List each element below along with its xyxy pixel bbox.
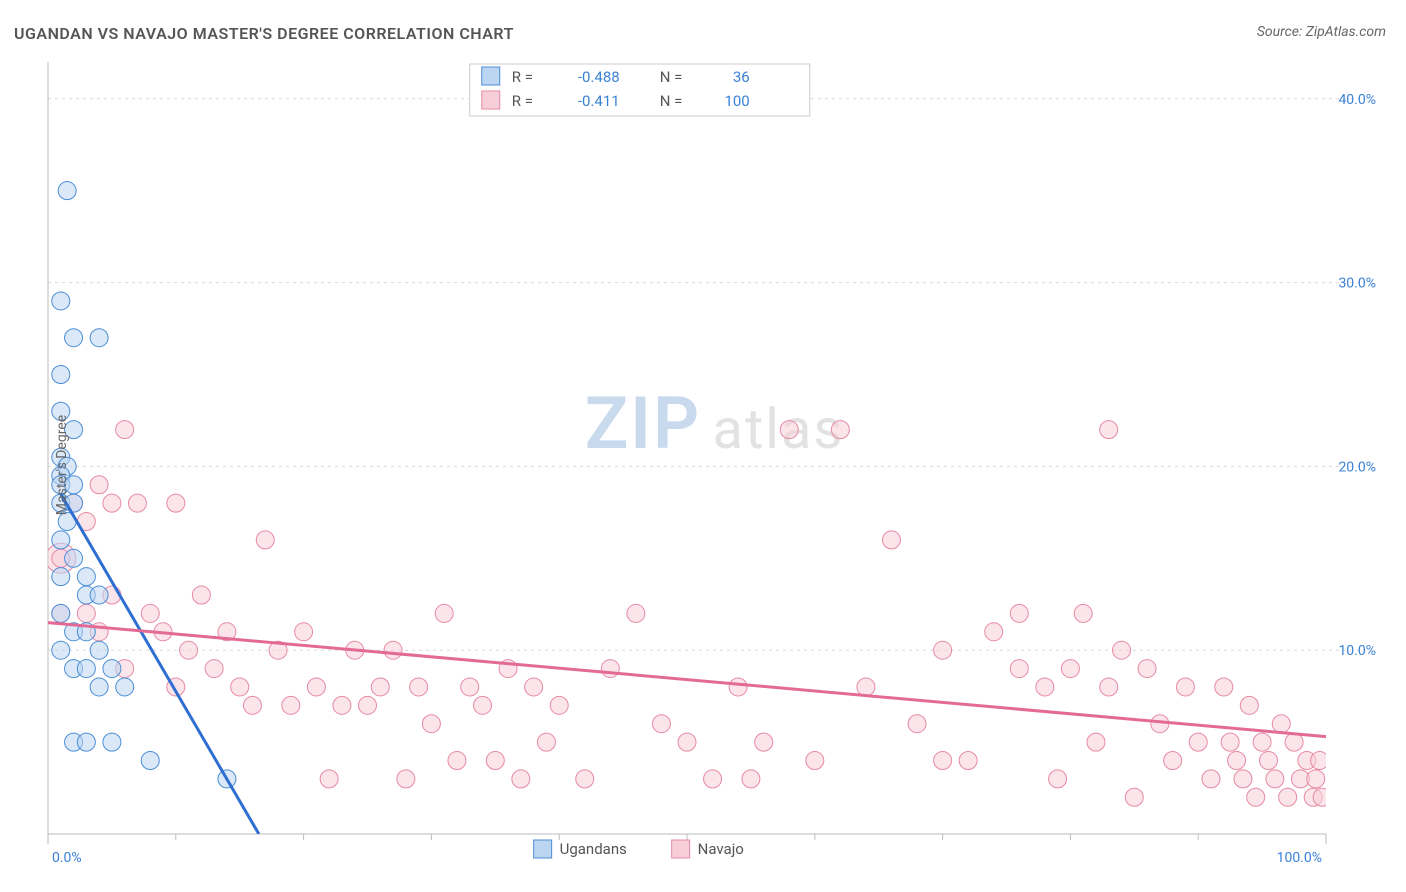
svg-text:R =: R = bbox=[512, 68, 533, 86]
svg-text:0.0%: 0.0% bbox=[52, 850, 82, 866]
svg-text:Ugandans: Ugandans bbox=[560, 840, 627, 858]
svg-text:-0.488: -0.488 bbox=[578, 68, 620, 86]
svg-text:R =: R = bbox=[512, 92, 533, 110]
scatter-chart: ZIPatlas 10.0% 20.0% 30.0% 40.0% 0.0% 100.0% R … bbox=[14, 56, 1386, 874]
chart-area: Master's Degree ZIPatlas 10.0% 20.0% 30.0% 4… bbox=[14, 56, 1386, 874]
svg-text:30.0%: 30.0% bbox=[1338, 276, 1376, 292]
svg-text:N =: N = bbox=[660, 68, 683, 86]
source-label: Source: ZipAtlas.com bbox=[1257, 24, 1386, 40]
svg-text:-0.411: -0.411 bbox=[578, 92, 620, 110]
svg-text:N =: N = bbox=[660, 92, 683, 110]
svg-text:10.0%: 10.0% bbox=[1338, 643, 1376, 659]
svg-text:36: 36 bbox=[733, 68, 750, 86]
y-axis-label: Master's Degree bbox=[54, 415, 70, 515]
svg-text:atlas: atlas bbox=[713, 396, 845, 462]
svg-text:100.0%: 100.0% bbox=[1277, 850, 1322, 866]
svg-text:Navajo: Navajo bbox=[698, 840, 744, 858]
svg-text:40.0%: 40.0% bbox=[1338, 92, 1376, 108]
svg-text:20.0%: 20.0% bbox=[1338, 459, 1376, 475]
svg-text:100: 100 bbox=[724, 92, 749, 110]
svg-text:ZIP: ZIP bbox=[585, 381, 701, 466]
chart-title: UGANDAN VS NAVAJO MASTER'S DEGREE CORREL… bbox=[14, 24, 514, 43]
